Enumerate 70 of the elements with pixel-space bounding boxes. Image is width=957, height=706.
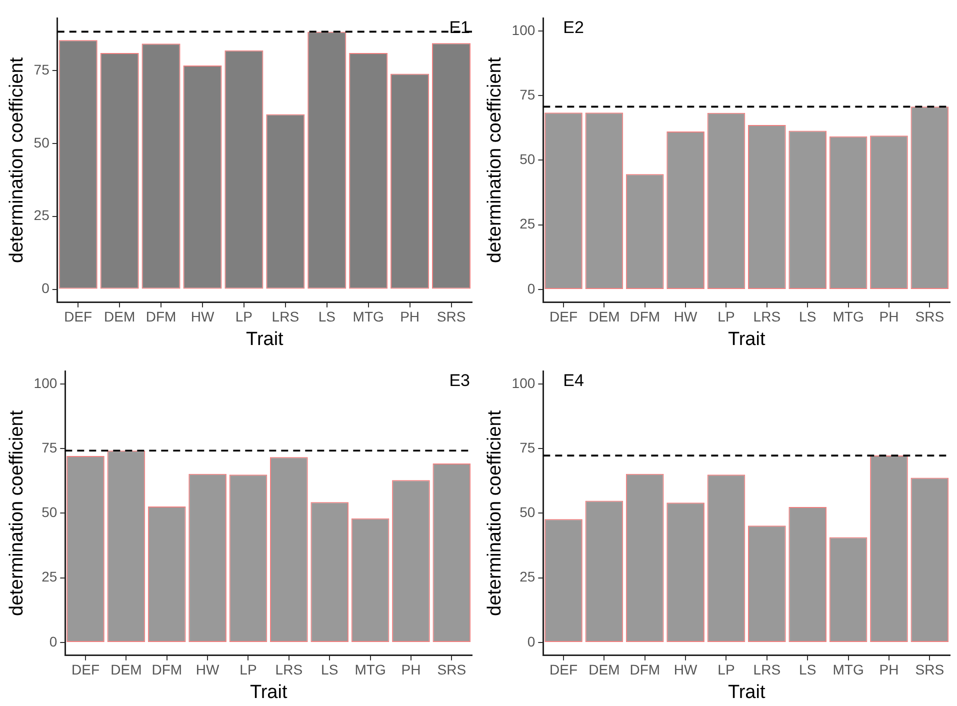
x-tick-label: SRS — [436, 308, 466, 325]
x-tick-label: DEM — [110, 662, 142, 678]
x-tick-label: SRS — [915, 308, 944, 325]
x-tick-label: MTG — [832, 308, 864, 325]
x-tick-label: PH — [401, 662, 421, 678]
x-tick-label: DEM — [104, 308, 136, 325]
x-axis-title: Trait — [250, 682, 288, 703]
annotation: E2 — [563, 18, 584, 38]
x-tick-label: HW — [674, 308, 698, 325]
x-tick-label: DEF — [550, 308, 578, 325]
x-tick-label: DEF — [64, 308, 92, 325]
annotation: E3 — [449, 371, 470, 390]
x-tick-label: DFM — [630, 308, 660, 325]
x-tick-label: LP — [240, 662, 257, 678]
x-tick-label: DEF — [550, 662, 578, 678]
y-tick-label: 25 — [42, 568, 58, 585]
y-tick-label: 50 — [34, 134, 50, 150]
x-tick-label: HW — [674, 662, 698, 678]
y-tick-label: 0 — [527, 280, 536, 296]
x-tick-label: DEM — [588, 662, 620, 678]
x-tick-label: LS — [318, 308, 336, 325]
x-tick-label: MTG — [354, 662, 386, 678]
x-tick-label: LP — [718, 662, 735, 678]
y-tick-label: 0 — [49, 633, 58, 650]
y-axis-title: determination coefficient — [484, 410, 506, 616]
y-tick-label: 75 — [520, 439, 536, 456]
y-tick-label: 75 — [42, 439, 58, 456]
x-tick-label: MTG — [832, 662, 864, 678]
x-tick-label: DEF — [72, 662, 100, 678]
x-tick-label: LP — [235, 308, 253, 325]
x-tick-label: DFM — [152, 662, 182, 678]
y-tick-label: 100 — [512, 374, 536, 391]
x-tick-label: HW — [196, 662, 220, 678]
x-tick-label: DEM — [588, 308, 620, 325]
x-tick-label: LRS — [753, 662, 781, 678]
y-tick-label: 25 — [520, 216, 536, 232]
x-tick-label: HW — [190, 308, 215, 325]
y-axis-title: determination coefficient — [6, 56, 28, 264]
x-tick-label: LRS — [272, 308, 300, 325]
x-tick-label: LS — [321, 662, 338, 678]
y-axis-title: determination coefficient — [6, 410, 28, 616]
x-tick-label: MTG — [352, 308, 384, 325]
x-tick-label: PH — [400, 308, 420, 325]
x-tick-label: LRS — [753, 308, 781, 325]
x-tick-label: LP — [718, 308, 735, 325]
y-tick-label: 50 — [42, 504, 58, 520]
y-tick-label: 0 — [42, 280, 50, 296]
x-tick-label: LRS — [275, 662, 303, 678]
x-tick-label: DFM — [630, 662, 660, 678]
x-axis-title: Trait — [246, 328, 284, 350]
x-tick-label: SRS — [915, 662, 944, 678]
y-tick-label: 25 — [34, 207, 50, 224]
y-tick-label: 100 — [512, 22, 536, 38]
x-tick-label: LS — [799, 308, 816, 325]
x-tick-label: PH — [879, 308, 899, 325]
x-tick-label: DFM — [146, 308, 176, 325]
y-tick-label: 75 — [520, 86, 536, 102]
x-tick-label: PH — [879, 662, 899, 678]
x-tick-label: LS — [799, 662, 816, 678]
annotation: E4 — [563, 371, 584, 390]
y-tick-label: 100 — [34, 374, 58, 391]
y-tick-label: 75 — [34, 61, 50, 78]
x-tick-label: SRS — [437, 662, 466, 678]
y-tick-label: 25 — [520, 568, 536, 585]
y-tick-label: 50 — [520, 151, 536, 168]
x-axis-title: Trait — [728, 328, 766, 350]
y-tick-label: 50 — [520, 504, 536, 520]
x-axis-title: Trait — [728, 682, 766, 703]
y-axis-title: determination coefficient — [484, 56, 506, 264]
y-tick-label: 0 — [527, 633, 536, 650]
